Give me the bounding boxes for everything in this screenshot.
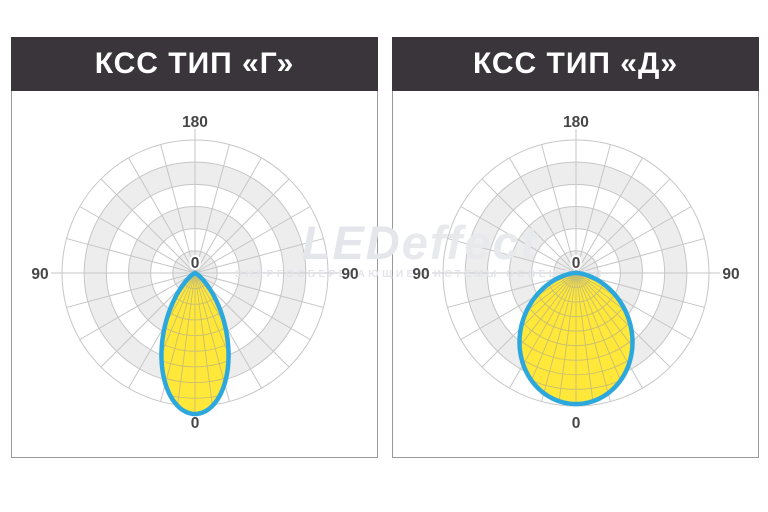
beam-lobe-svg: 180 90 90 0 0 — [31, 114, 358, 432]
polar-chart: 180 90 90 0 0 — [13, 91, 377, 455]
panel-kss-type-g: КСС ТИП «Г» 180 90 90 0 0 — [11, 37, 378, 458]
svg-text:90: 90 — [341, 266, 358, 283]
svg-text:0: 0 — [571, 415, 580, 432]
svg-text:180: 180 — [182, 114, 208, 131]
svg-text:180: 180 — [563, 114, 589, 131]
svg-text:0: 0 — [190, 415, 199, 432]
svg-text:90: 90 — [722, 266, 739, 283]
beam-lobe-svg: 180 90 90 0 0 — [412, 114, 739, 432]
svg-text:90: 90 — [412, 266, 429, 283]
chart-header: КСС ТИП «Г» — [11, 37, 378, 91]
svg-text:90: 90 — [31, 266, 48, 283]
svg-text:0: 0 — [571, 255, 580, 272]
chart-header: КСС ТИП «Д» — [392, 37, 759, 91]
polar-chart: 180 90 90 0 0 — [394, 91, 758, 455]
chart-title: КСС ТИП «Д» — [472, 47, 679, 80]
svg-text:0: 0 — [190, 255, 199, 272]
chart-title: КСС ТИП «Г» — [94, 47, 295, 80]
panel-kss-type-d: КСС ТИП «Д» 180 90 90 0 0 — [392, 37, 759, 458]
